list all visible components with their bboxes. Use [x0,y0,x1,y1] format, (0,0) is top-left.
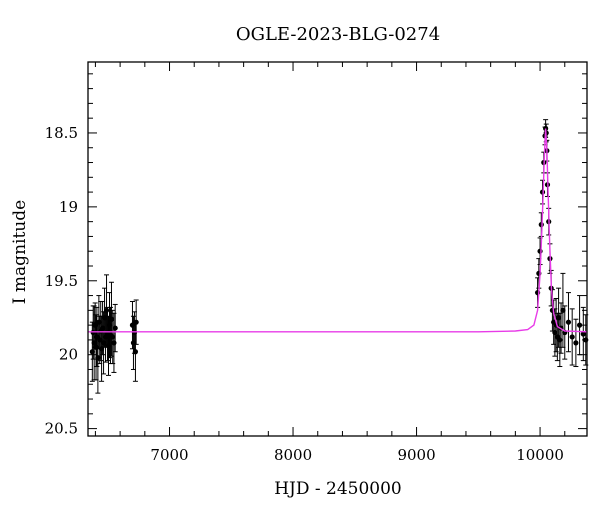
model-curve [88,128,588,333]
data-points [89,119,589,394]
y-tick-label: 19 [59,198,78,216]
data-point [132,349,139,355]
axis-ticks: 7000 8000 9000 10000 18.5 19 19.5 20 20.5 [45,62,587,464]
y-tick-label: 19.5 [45,272,78,290]
data-point [560,307,566,313]
data-point [95,355,101,361]
plot-frame [87,61,588,437]
x-tick-label: 9000 [397,446,435,464]
data-point [537,248,543,254]
y-tick-label: 18.5 [45,124,78,142]
data-point [552,329,558,336]
data-point [569,334,575,340]
data-point [112,325,118,331]
x-tick-label: 8000 [274,446,312,464]
data-point [557,337,563,343]
chart-title: OGLE-2023-BLG-0274 [236,24,440,45]
x-axis-label: HJD - 2450000 [274,479,402,499]
x-tick-label: 10000 [516,446,564,464]
data-point [111,340,117,346]
data-point [576,322,583,328]
data-point [555,315,562,321]
data-point [580,331,586,337]
data-point [573,340,579,346]
data-point [110,334,116,340]
data-point [108,316,115,322]
y-axis-label: I magnitude [10,200,30,304]
data-point [565,319,572,325]
x-tick-label: 7000 [150,446,188,464]
y-tick-label: 20 [59,346,78,364]
data-point [103,307,110,313]
model-curve-layer [88,128,588,333]
data-point [133,319,139,325]
y-tick-label: 20.5 [45,420,78,438]
